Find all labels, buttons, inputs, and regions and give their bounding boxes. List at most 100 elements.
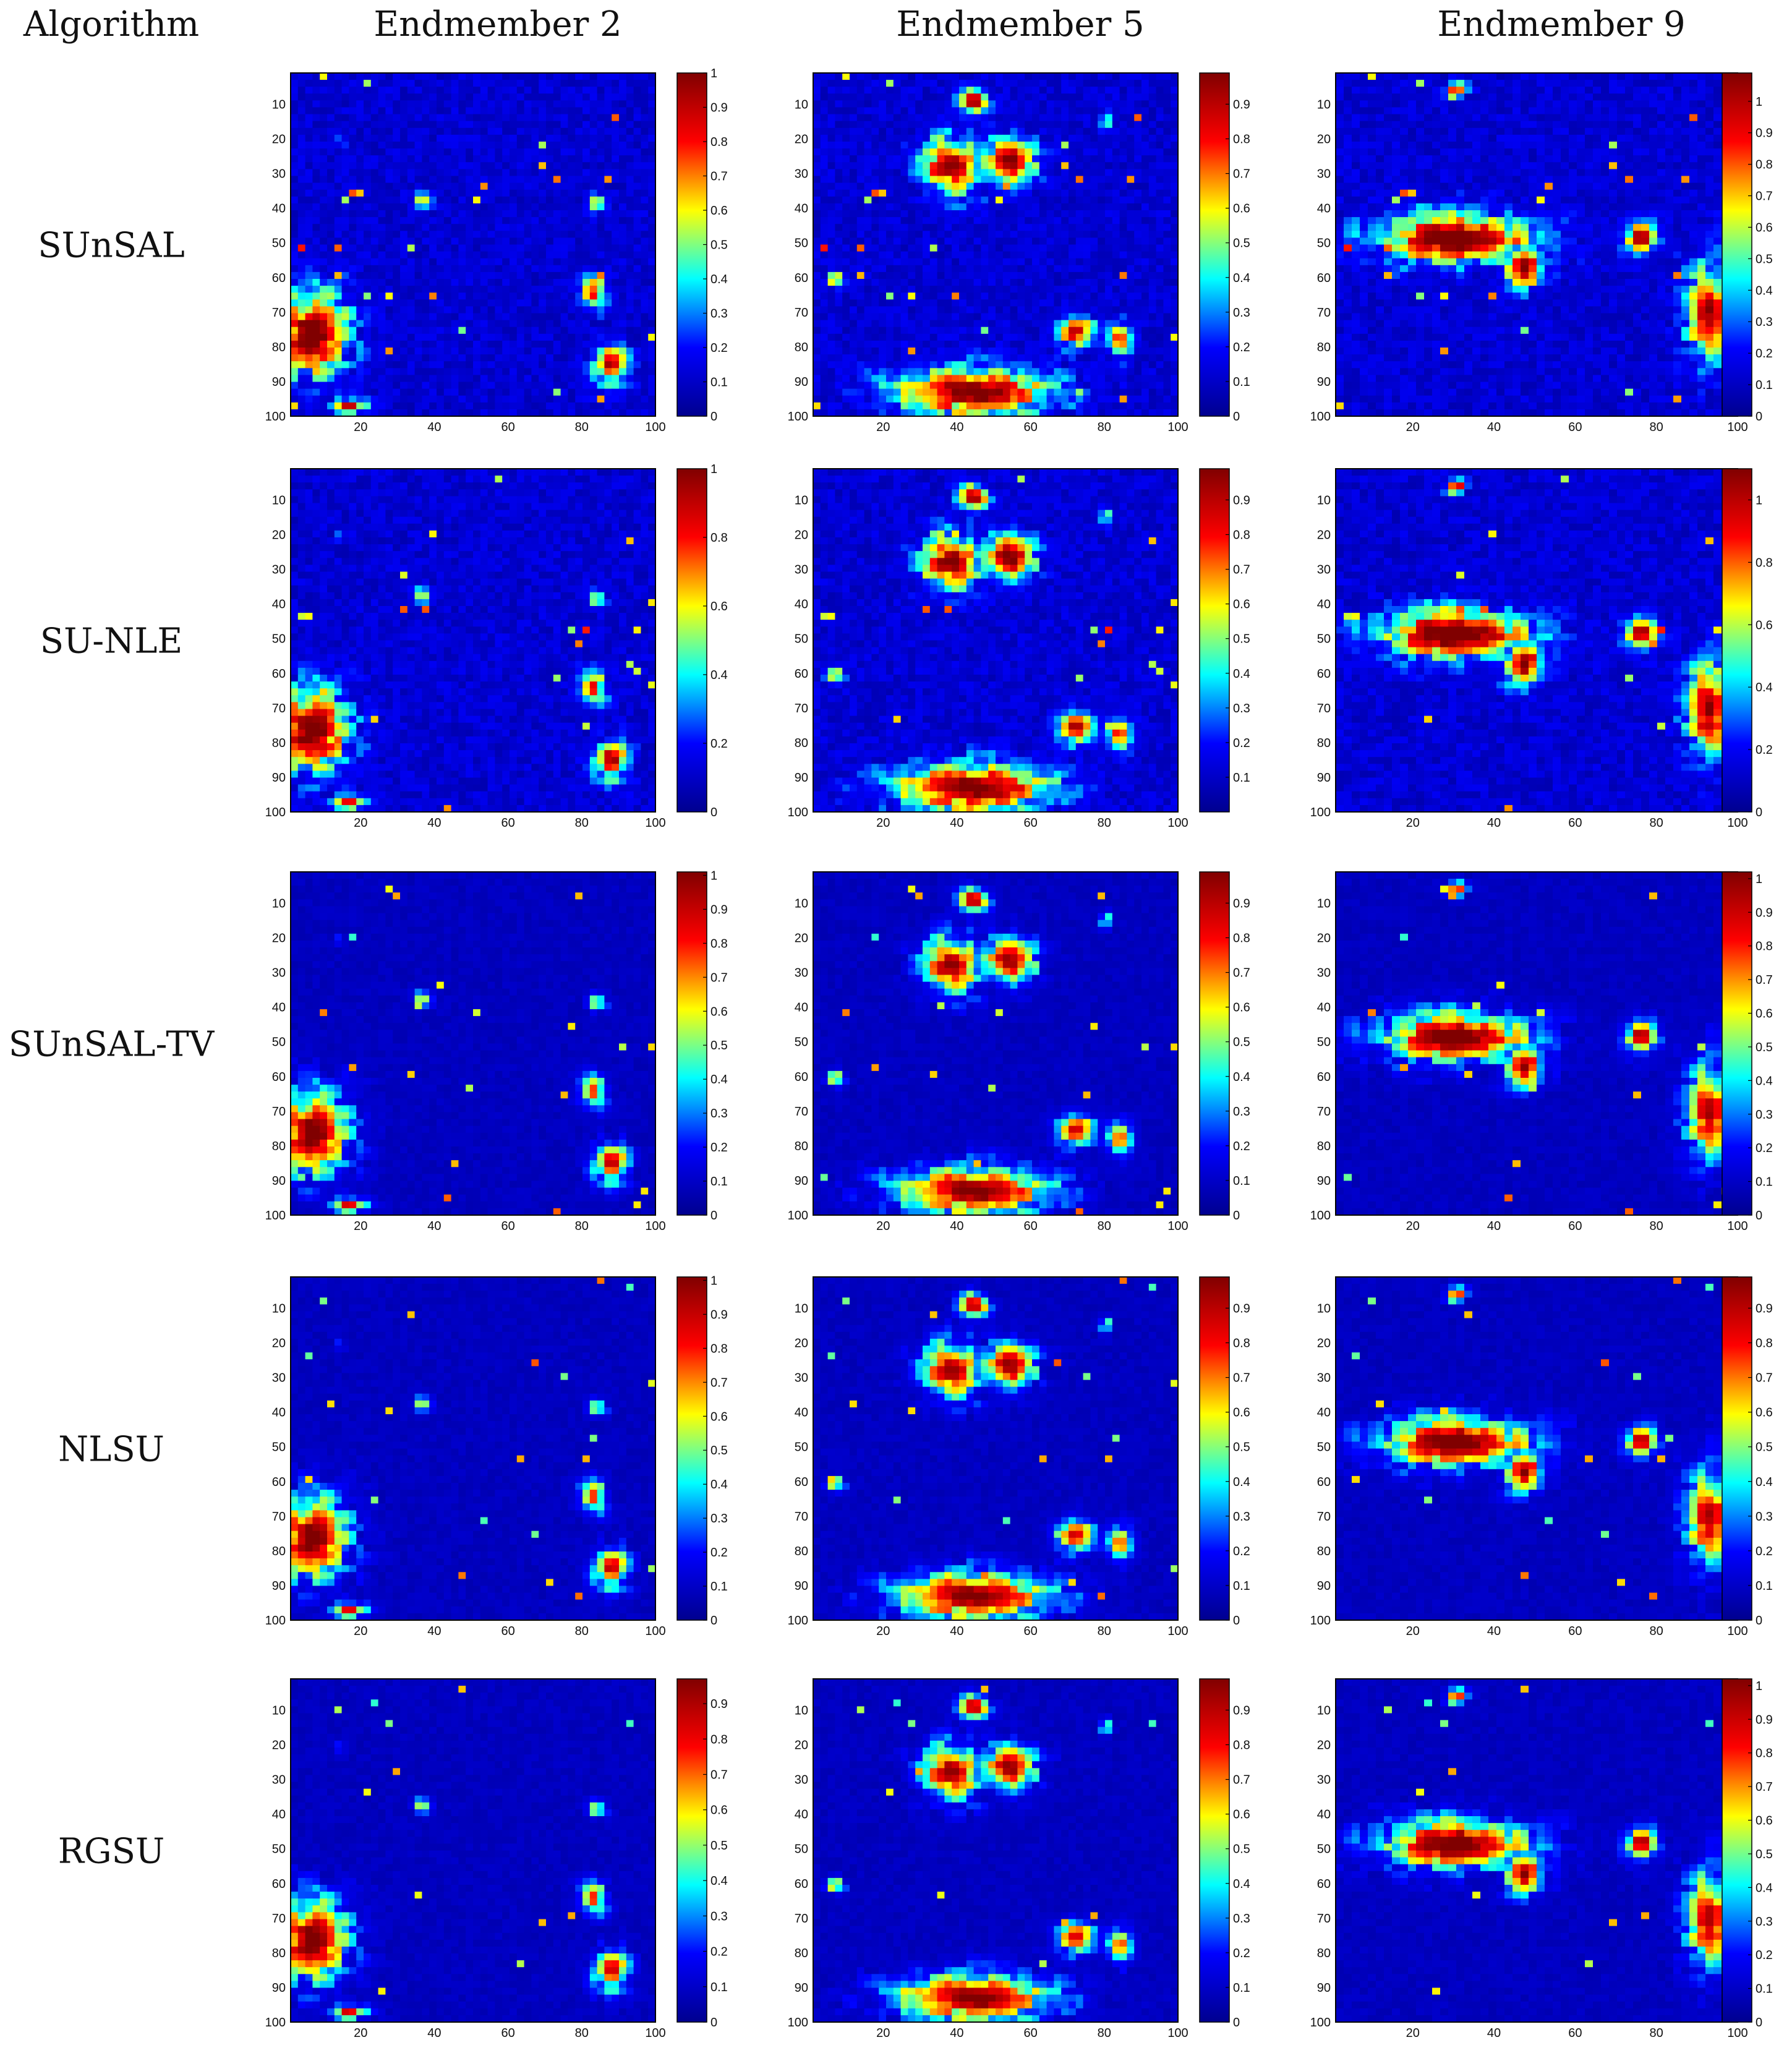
y-tick-label: 20 (1317, 529, 1331, 542)
y-tick-label: 100 (788, 2016, 808, 2030)
x-tick-label: 40 (1487, 1624, 1501, 1638)
y-tick-label: 60 (272, 1475, 286, 1489)
y-tick-label: 70 (272, 702, 286, 715)
algorithm-header: Algorithm (23, 4, 199, 45)
y-tick-label: 60 (272, 1877, 286, 1891)
colorbar-tick-label: 0.7 (710, 1376, 728, 1389)
y-tick-label: 40 (272, 1808, 286, 1822)
y-tick-label: 50 (1317, 633, 1331, 646)
colorbar-tick-label: 0 (1756, 1614, 1762, 1628)
x-tick-label: 60 (1023, 816, 1037, 830)
colorbar-tick-label: 0.2 (1756, 1142, 1773, 1155)
y-tick-label: 90 (795, 1579, 808, 1593)
colorbar-gradient (677, 469, 707, 812)
colorbar-tick-label: 0.5 (1233, 1441, 1250, 1454)
colorbar: 00.10.20.30.40.50.60.70.80.9 (1722, 1277, 1773, 1628)
y-tick-label: 10 (1317, 897, 1331, 910)
colorbar-tick-label: 0.2 (1756, 1948, 1773, 1962)
y-tick-label: 70 (795, 1105, 808, 1119)
colorbar: 00.10.20.30.40.50.60.70.80.9 (677, 1679, 728, 2030)
y-tick-label: 80 (272, 1140, 286, 1153)
y-tick-label: 10 (1317, 493, 1331, 507)
y-tick-label: 70 (795, 306, 808, 320)
x-tick-label: 40 (1487, 2026, 1501, 2040)
x-tick-label: 60 (1023, 2026, 1037, 2040)
y-tick-label: 100 (265, 2016, 286, 2030)
y-tick-label: 10 (795, 897, 808, 910)
y-tick-label: 80 (1317, 1947, 1331, 1960)
colorbar-tick-label: 0.2 (710, 1546, 728, 1560)
colorbar-tick-label: 0.9 (710, 903, 728, 916)
y-tick-label: 10 (272, 98, 286, 111)
y-tick-label: 90 (795, 771, 808, 785)
y-tick-label: 50 (1317, 1036, 1331, 1049)
y-tick-label: 10 (795, 493, 808, 507)
colorbar-tick-label: 0.2 (1233, 1545, 1250, 1558)
colorbar-tick-label: 1 (1756, 95, 1762, 109)
colorbar-tick-label: 0.3 (1756, 1108, 1773, 1122)
y-tick-label: 20 (795, 133, 808, 147)
x-tick-label: 20 (1406, 2026, 1420, 2040)
y-tick-label: 10 (272, 493, 286, 507)
y-tick-label: 60 (272, 1070, 286, 1084)
x-tick-label: 60 (1023, 420, 1037, 434)
x-tick-label: 40 (427, 2026, 441, 2040)
x-tick-label: 80 (575, 420, 589, 434)
x-tick-label: 60 (1568, 1219, 1582, 1233)
colorbar-tick-label: 0.3 (1756, 315, 1773, 329)
colorbar: 00.10.20.30.40.50.60.70.80.91 (677, 67, 728, 424)
x-tick-label: 20 (1406, 1624, 1420, 1638)
y-tick-label: 30 (1317, 1372, 1331, 1385)
y-tick-label: 20 (272, 932, 286, 945)
colorbar-tick-label: 0 (710, 806, 717, 819)
colorbar-tick-label: 0.2 (710, 1945, 728, 1959)
colorbar-tick-label: 1 (710, 463, 717, 476)
colorbar-tick-label: 0.5 (710, 1039, 728, 1052)
y-tick-label: 80 (1317, 341, 1331, 354)
y-tick-label: 30 (1317, 1773, 1331, 1787)
y-tick-label: 20 (272, 529, 286, 542)
colorbar-tick-label: 0.5 (1233, 237, 1250, 250)
y-tick-label: 60 (795, 667, 808, 681)
y-tick-label: 30 (795, 168, 808, 181)
x-tick-label: 80 (575, 1219, 589, 1233)
colorbar-tick-label: 0.6 (1233, 1406, 1250, 1420)
x-tick-label: 80 (1650, 2026, 1663, 2040)
y-tick-label: 30 (272, 168, 286, 181)
x-tick-label: 40 (427, 816, 441, 830)
colorbar-tick-label: 0.7 (1233, 1773, 1250, 1787)
colorbar-tick-label: 0.4 (1233, 1475, 1250, 1489)
colorbar-tick-label: 0.2 (1756, 347, 1773, 361)
colorbar-gradient (1200, 1679, 1229, 2022)
colorbar-tick-label: 0.8 (710, 135, 728, 149)
y-tick-label: 40 (795, 202, 808, 216)
x-tick-label: 80 (1650, 1219, 1663, 1233)
colorbar-tick-label: 0.7 (1756, 1780, 1773, 1794)
y-tick-label: 30 (272, 563, 286, 577)
y-tick-label: 50 (1317, 1441, 1331, 1454)
x-tick-label: 80 (1650, 816, 1663, 830)
y-tick-label: 10 (272, 1302, 286, 1315)
x-tick-label: 40 (950, 816, 963, 830)
colorbar-tick-label: 0.4 (710, 1073, 728, 1086)
y-tick-label: 100 (1310, 1614, 1331, 1628)
colorbar-tick-label: 0.5 (710, 1444, 728, 1458)
y-tick-label: 20 (1317, 1739, 1331, 1752)
y-tick-label: 60 (1317, 1070, 1331, 1084)
x-tick-label: 20 (354, 1219, 367, 1233)
colorbar-tick-label: 0 (1233, 410, 1240, 424)
x-tick-label: 100 (645, 1624, 665, 1638)
x-tick-label: 80 (575, 2026, 589, 2040)
x-tick-label: 80 (1098, 1219, 1111, 1233)
colorbar-tick-label: 0 (1756, 806, 1762, 819)
x-tick-label: 40 (950, 420, 963, 434)
y-tick-label: 70 (272, 1510, 286, 1524)
